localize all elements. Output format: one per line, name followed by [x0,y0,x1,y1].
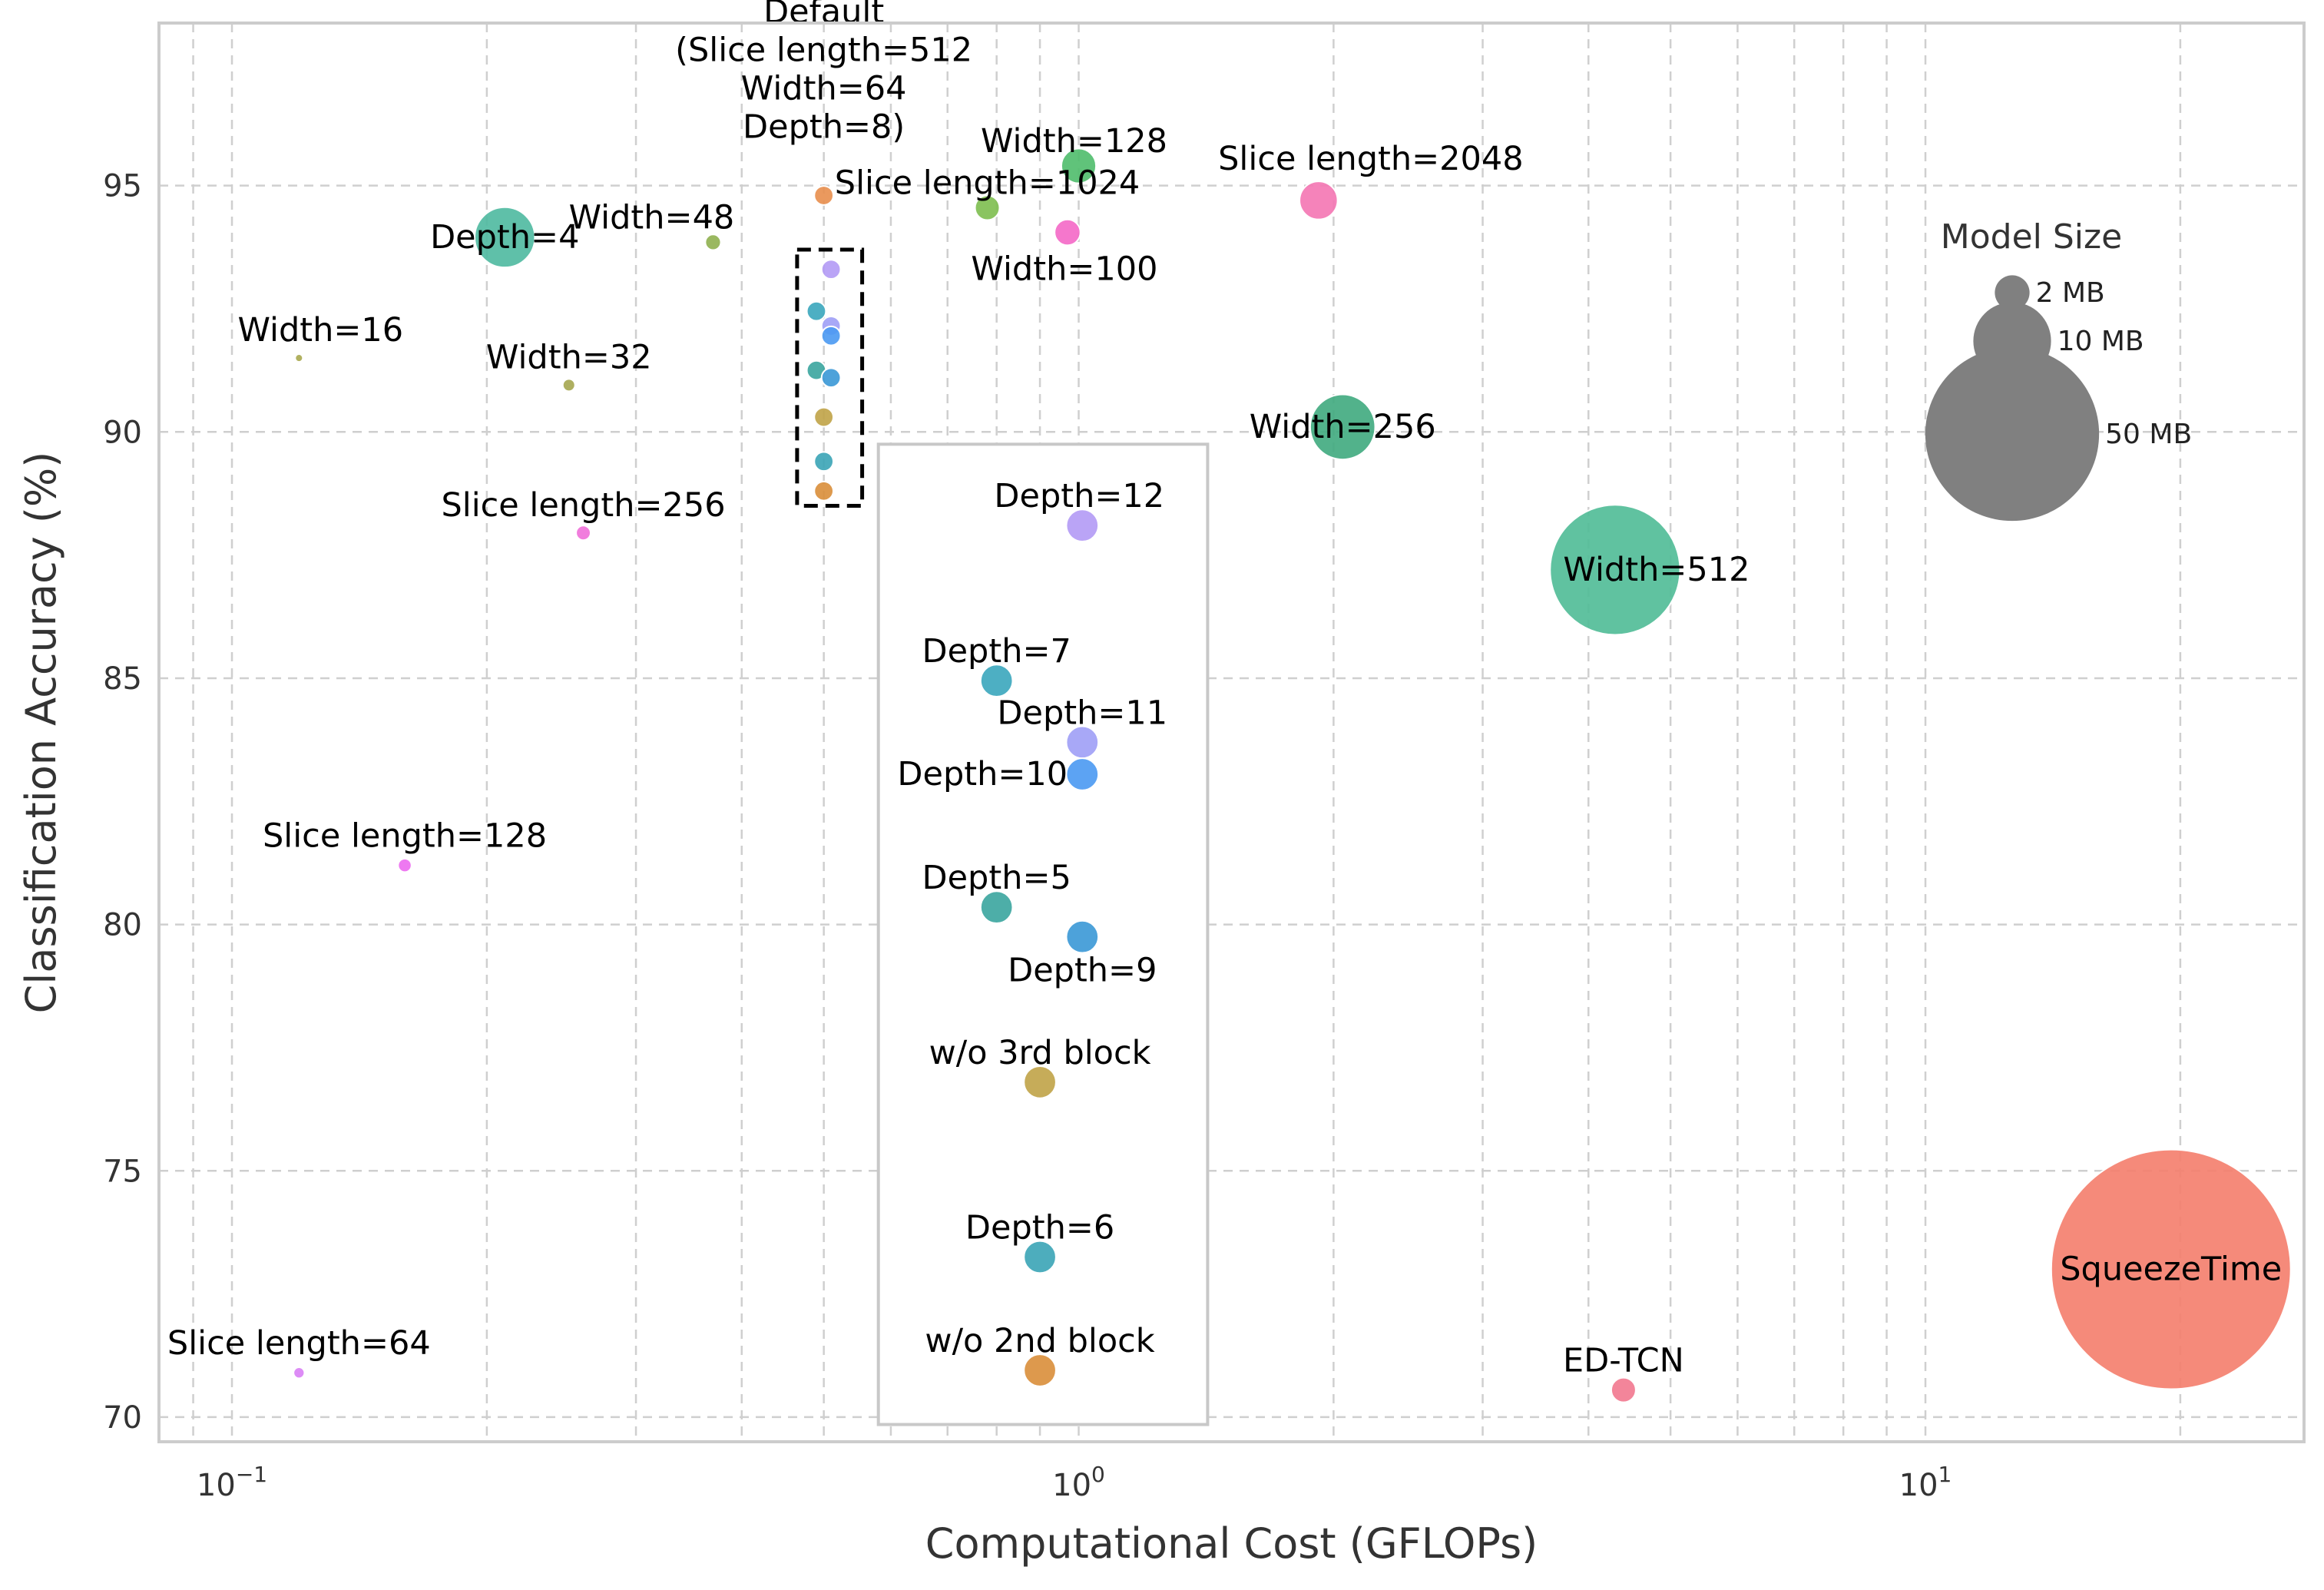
legend-label: 10 MB [2058,326,2144,357]
y-tick-label: 80 [103,908,142,943]
point-label: Width=32 [486,338,652,376]
data-point [1309,393,1376,461]
data-point [1023,1240,1057,1274]
cluster-point [813,451,835,472]
data-point [1549,504,1681,636]
data-point [1065,757,1100,791]
data-points [293,147,2292,1403]
point-label: Slice length=128 [263,817,547,856]
data-point [575,525,591,542]
point-label: Depth=9 [1008,952,1157,990]
data-point [704,234,722,251]
data-point [397,857,412,873]
data-point [474,206,536,269]
cluster-point [813,480,835,502]
plot-frame [157,22,2306,1443]
point-label: Default (Slice length=512 Width=64 Depth=8) [675,0,972,146]
data-point [561,378,576,393]
point-label: SqueezeTime [2060,1250,2282,1289]
cluster-point [813,406,835,428]
point-label: Depth=6 [965,1209,1114,1247]
legend-marker [1925,346,2100,522]
legend-label: 50 MB [2105,419,2192,450]
point-label: w/o 2nd block [925,1322,1154,1360]
y-tick-label: 75 [103,1154,142,1189]
data-point [1299,181,1339,220]
y-tick-label: 70 [103,1400,142,1436]
inset-panel [876,442,1210,1426]
point-label: Slice length=1024 [835,164,1140,202]
y-tick-label: 90 [103,415,142,450]
point-label: Slice length=256 [441,486,725,525]
y-tick-label: 85 [103,661,142,697]
data-point [1054,218,1081,247]
data-point [293,1366,306,1380]
data-point [2050,1148,2292,1390]
point-label: Depth=11 [997,694,1167,732]
cluster-point [820,259,842,280]
point-label: Width=512 [1563,551,1750,589]
data-point [979,890,1014,925]
point-label: Depth=12 [994,477,1164,515]
data-point [1060,147,1097,184]
data-point [1065,919,1100,954]
data-point [1065,508,1100,543]
point-label: Width=128 [981,122,1167,161]
data-point [1023,1353,1057,1387]
point-label: Slice length=64 [167,1324,431,1363]
point-label: w/o 3rd block [929,1034,1151,1072]
y-axis-title: Classification Accuracy (%) [17,452,65,1014]
point-label: Width=100 [971,250,1157,289]
legend-marker [1995,275,2030,310]
legend-label: 2 MB [2036,277,2105,309]
point-label: Width=16 [237,311,403,349]
data-point [294,353,304,363]
point-label: Depth=7 [922,632,1071,671]
x-axis-title: Computational Cost (GFLOPs) [925,1519,1538,1568]
data-point [974,194,1001,221]
point-label: Width=48 [569,198,735,237]
point-labels: Default (Slice length=512 Width=64 Depth=8)… [167,0,2282,1380]
y-tick-label: 95 [103,169,142,204]
data-point [1610,1376,1637,1403]
point-label: Depth=5 [922,859,1071,897]
point-label: Width=256 [1250,408,1436,446]
legend: Model Size 2 MB 10 MB 50 MB [1925,217,2192,522]
point-label: Slice length=2048 [1218,140,1523,178]
legend-title: Model Size [1941,217,2122,257]
cluster-point [820,325,842,346]
point-label: Depth=10 [897,755,1068,793]
cluster-point [820,367,842,389]
point-label: Depth=4 [430,218,579,257]
data-point [813,185,835,206]
point-label: ED-TCN [1563,1342,1684,1380]
data-point [1023,1065,1057,1099]
cluster-point [806,300,827,322]
data-point [979,664,1014,698]
zoom-dashed-box [795,247,865,508]
